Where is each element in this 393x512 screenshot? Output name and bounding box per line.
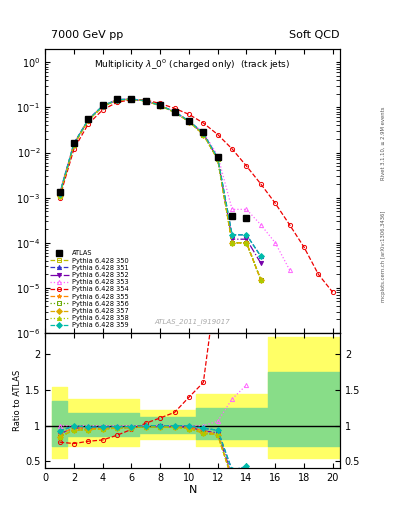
Text: 7000 GeV pp: 7000 GeV pp bbox=[51, 30, 123, 40]
Text: mcplots.cern.ch [arXiv:1306.3436]: mcplots.cern.ch [arXiv:1306.3436] bbox=[381, 210, 386, 302]
Text: Soft QCD: Soft QCD bbox=[290, 30, 340, 40]
Y-axis label: Ratio to ATLAS: Ratio to ATLAS bbox=[13, 370, 22, 432]
Text: Rivet 3.1.10, ≥ 2.9M events: Rivet 3.1.10, ≥ 2.9M events bbox=[381, 106, 386, 180]
Text: ATLAS_2011_I919017: ATLAS_2011_I919017 bbox=[155, 318, 230, 325]
Legend: ATLAS, Pythia 6.428 350, Pythia 6.428 351, Pythia 6.428 352, Pythia 6.428 353, P: ATLAS, Pythia 6.428 350, Pythia 6.428 35… bbox=[48, 249, 130, 330]
Text: Multiplicity $\lambda\_0^0$ (charged only)  (track jets): Multiplicity $\lambda\_0^0$ (charged onl… bbox=[94, 57, 291, 72]
X-axis label: N: N bbox=[188, 485, 197, 495]
